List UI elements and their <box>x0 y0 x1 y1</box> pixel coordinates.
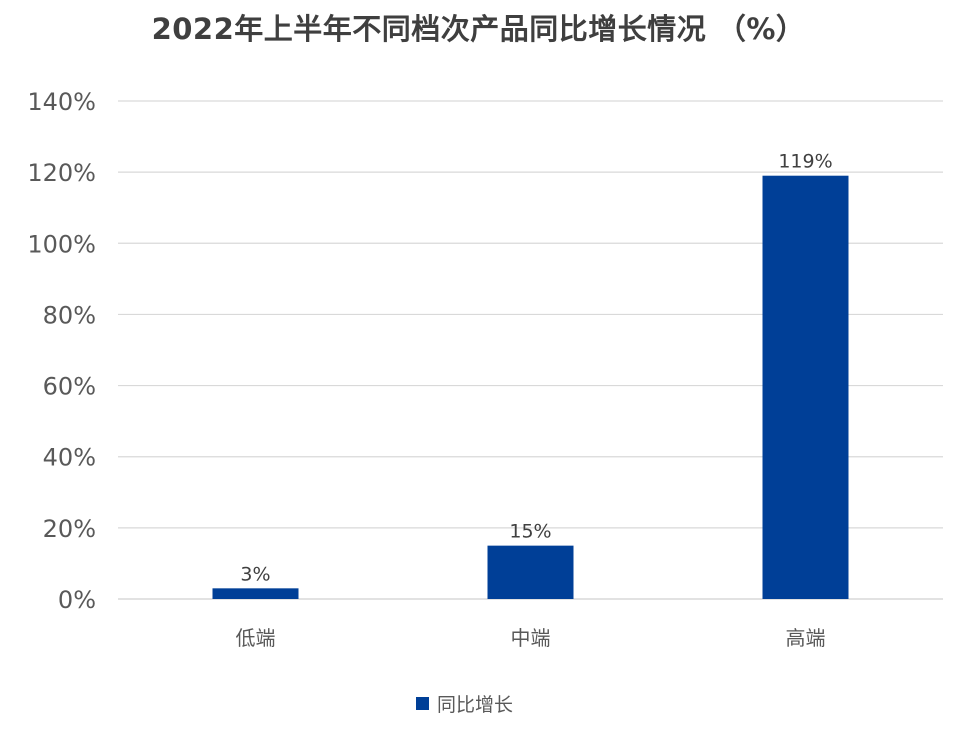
y-tick-label: 60% <box>43 373 96 401</box>
bar-1 <box>212 588 299 599</box>
data-label: 119% <box>778 151 832 173</box>
y-tick-label: 140% <box>27 88 96 116</box>
data-label: 15% <box>509 521 551 543</box>
y-tick-label: 20% <box>43 515 96 543</box>
x-tick-label: 中端 <box>511 626 551 650</box>
data-label: 3% <box>240 563 270 585</box>
legend-label: 同比增长 <box>437 694 513 716</box>
x-tick-label: 高端 <box>786 626 826 650</box>
y-tick-label: 120% <box>27 159 96 187</box>
x-tick-label: 低端 <box>236 626 276 650</box>
y-tick-label: 0% <box>58 586 96 614</box>
chart-title: 2022年上半年不同档次产品同比增长情况 （%） <box>151 12 806 46</box>
bar-2 <box>487 545 574 599</box>
y-tick-label: 40% <box>43 444 96 472</box>
bar-3 <box>762 175 849 599</box>
y-tick-label: 100% <box>27 230 96 258</box>
y-tick-label: 80% <box>43 301 96 329</box>
legend-swatch <box>416 697 429 710</box>
